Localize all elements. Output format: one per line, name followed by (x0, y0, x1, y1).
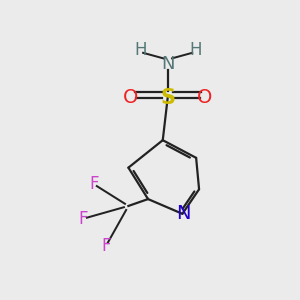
Text: H: H (189, 41, 201, 59)
Text: N: N (177, 204, 191, 223)
Text: H: H (134, 41, 146, 59)
Text: S: S (160, 88, 175, 108)
Text: N: N (161, 55, 174, 73)
Text: O: O (197, 88, 213, 107)
Text: F: F (79, 210, 88, 228)
Text: O: O (123, 88, 138, 107)
Text: F: F (101, 237, 111, 255)
Text: F: F (89, 176, 99, 194)
